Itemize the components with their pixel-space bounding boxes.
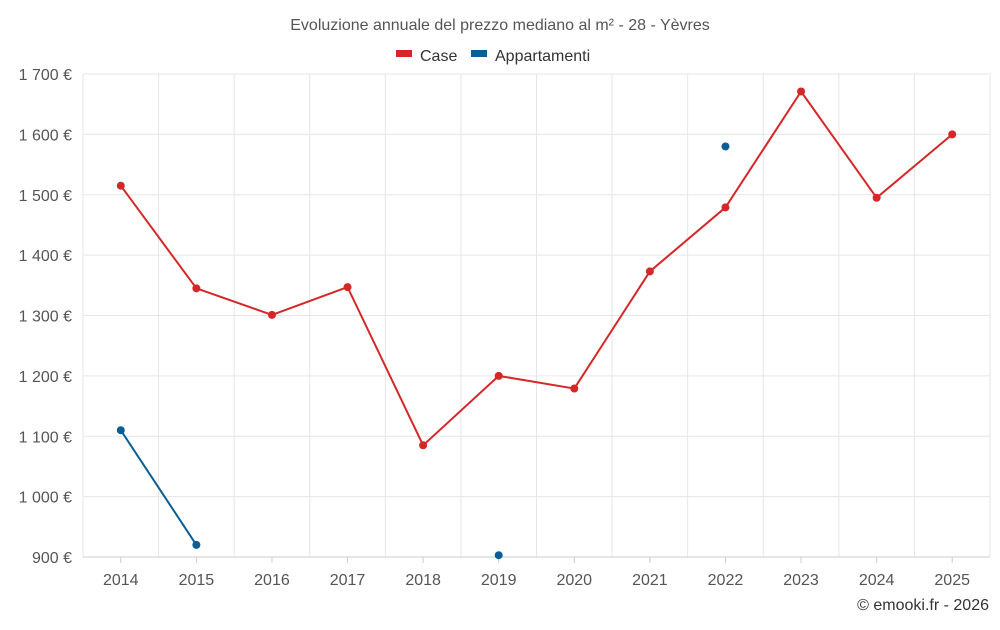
data-point-appartamenti-2015[interactable] xyxy=(192,540,201,549)
y-tick-label: 1 100 € xyxy=(19,429,72,446)
x-tick-label: 2021 xyxy=(632,572,668,589)
series-case xyxy=(116,87,957,450)
data-point-case-2022[interactable] xyxy=(721,203,730,212)
y-tick-label: 1 400 € xyxy=(19,248,72,265)
credit-text: © emooki.fr - 2026 xyxy=(857,597,989,614)
x-tick-label: 2014 xyxy=(103,572,139,589)
x-tick-label: 2023 xyxy=(783,572,819,589)
data-point-case-2024[interactable] xyxy=(872,193,881,202)
legend: Case Appartamenti xyxy=(396,48,590,65)
data-point-case-2025[interactable] xyxy=(948,130,957,139)
grid xyxy=(82,73,991,557)
axes: 900 € 1 000 € 1 100 € 1 200 € 1 300 € 1 400 €… xyxy=(19,67,990,589)
legend-swatch-appartamenti xyxy=(471,50,487,57)
x-tick-label: 2015 xyxy=(179,572,215,589)
y-tick-label: 1 600 € xyxy=(19,127,72,144)
data-point-case-2021[interactable] xyxy=(645,267,654,276)
legend-swatch-case xyxy=(396,50,412,57)
x-tick-label: 2019 xyxy=(481,572,517,589)
y-tick-label: 1 000 € xyxy=(19,490,72,507)
data-point-appartamenti-2019[interactable] xyxy=(494,551,503,560)
x-tick-label: 2016 xyxy=(254,572,290,589)
y-tick-label: 1 200 € xyxy=(19,369,72,386)
legend-label-case[interactable]: Case xyxy=(420,48,457,65)
data-point-case-2017[interactable] xyxy=(343,283,352,292)
x-tick-label: 2017 xyxy=(330,572,366,589)
y-tick-label: 1 300 € xyxy=(19,309,72,326)
legend-label-appartamenti[interactable]: Appartamenti xyxy=(495,48,590,65)
y-tick-label: 1 500 € xyxy=(19,188,72,205)
data-point-case-2019[interactable] xyxy=(494,371,503,380)
x-tick-label: 2025 xyxy=(934,572,970,589)
data-point-case-2016[interactable] xyxy=(267,310,276,319)
data-point-case-2018[interactable] xyxy=(419,441,428,450)
y-tick-label: 1 700 € xyxy=(19,67,72,84)
data-point-appartamenti-2022[interactable] xyxy=(721,142,730,151)
y-tick-label: 900 € xyxy=(32,550,72,567)
data-point-case-2015[interactable] xyxy=(192,284,201,293)
x-tick-label: 2024 xyxy=(859,572,895,589)
series-line-case xyxy=(119,90,953,447)
chart-title: Evoluzione annuale del prezzo mediano al… xyxy=(290,17,710,34)
data-point-case-2020[interactable] xyxy=(570,384,579,393)
series-line-appartamenti xyxy=(119,429,198,546)
x-tick-label: 2018 xyxy=(405,572,441,589)
series-appartamenti xyxy=(116,142,730,560)
data-point-case-2014[interactable] xyxy=(116,181,125,190)
x-tick-label: 2022 xyxy=(708,572,744,589)
series xyxy=(116,87,957,560)
data-point-appartamenti-2014[interactable] xyxy=(116,426,125,435)
x-tick-label: 2020 xyxy=(556,572,592,589)
data-point-case-2023[interactable] xyxy=(797,87,806,96)
